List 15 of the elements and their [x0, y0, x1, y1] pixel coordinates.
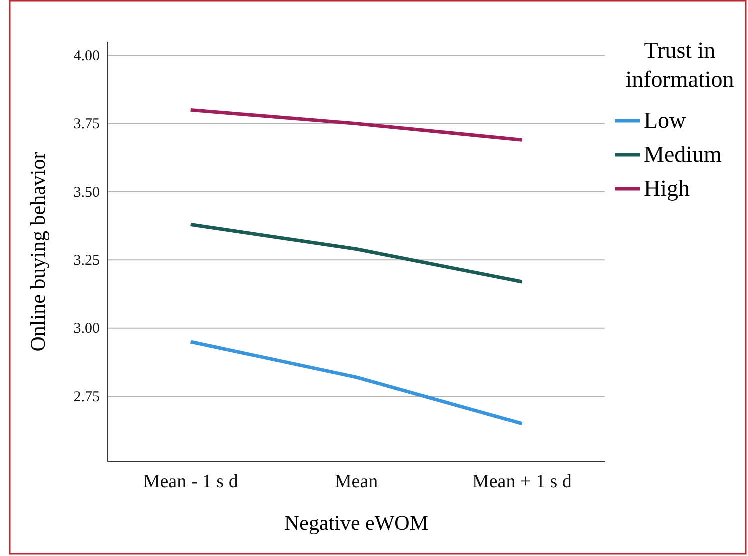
legend-title: Trust in information — [626, 38, 735, 92]
y-tick-label: 3.75 — [74, 116, 100, 133]
legend-label: Medium — [644, 142, 722, 167]
y-tick-label: 4.00 — [74, 48, 100, 64]
x-tick-label: Mean — [334, 471, 379, 492]
y-tick-label: 3.25 — [74, 252, 100, 269]
y-tick-label: 3.50 — [74, 184, 100, 201]
y-axis-title: Online buying behavior — [26, 152, 50, 352]
y-tick-label: 3.00 — [74, 321, 100, 338]
legend-label: Low — [644, 108, 687, 133]
y-tick-label: 2.75 — [74, 389, 100, 406]
legend-label: High — [644, 176, 690, 201]
x-axis-title: Negative eWOM — [284, 511, 429, 535]
x-tick-label: Mean + 1 s d — [472, 471, 572, 492]
x-tick-label: Mean - 1 s d — [143, 471, 239, 492]
